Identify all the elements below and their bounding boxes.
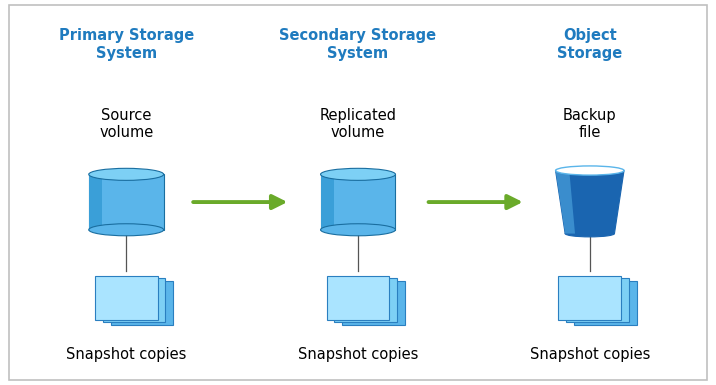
Ellipse shape <box>565 230 614 237</box>
Text: Snapshot copies: Snapshot copies <box>530 347 650 362</box>
Bar <box>89 174 102 230</box>
Ellipse shape <box>556 166 624 175</box>
Text: Primary Storage
System: Primary Storage System <box>59 28 194 60</box>
Ellipse shape <box>321 224 395 236</box>
Bar <box>102 278 165 322</box>
Bar <box>334 278 397 322</box>
Bar <box>558 276 621 320</box>
Ellipse shape <box>321 168 395 180</box>
Text: Secondary Storage
System: Secondary Storage System <box>279 28 437 60</box>
Text: Replicated
volume: Replicated volume <box>319 107 397 140</box>
Text: Snapshot copies: Snapshot copies <box>66 347 186 362</box>
Text: Object
Storage: Object Storage <box>557 28 622 60</box>
Bar <box>110 281 173 325</box>
Bar <box>321 174 395 230</box>
Bar <box>95 276 158 320</box>
Polygon shape <box>556 171 575 234</box>
Bar <box>89 174 164 230</box>
Bar <box>574 281 637 325</box>
FancyBboxPatch shape <box>9 5 707 380</box>
Ellipse shape <box>89 224 164 236</box>
Bar <box>342 281 405 325</box>
Bar <box>566 278 629 322</box>
Text: Backup
file: Backup file <box>563 107 616 140</box>
Text: Snapshot copies: Snapshot copies <box>298 347 418 362</box>
Bar <box>326 276 390 320</box>
Bar <box>321 174 334 230</box>
Ellipse shape <box>89 168 164 180</box>
Text: Source
volume: Source volume <box>99 107 153 140</box>
Polygon shape <box>556 171 624 234</box>
